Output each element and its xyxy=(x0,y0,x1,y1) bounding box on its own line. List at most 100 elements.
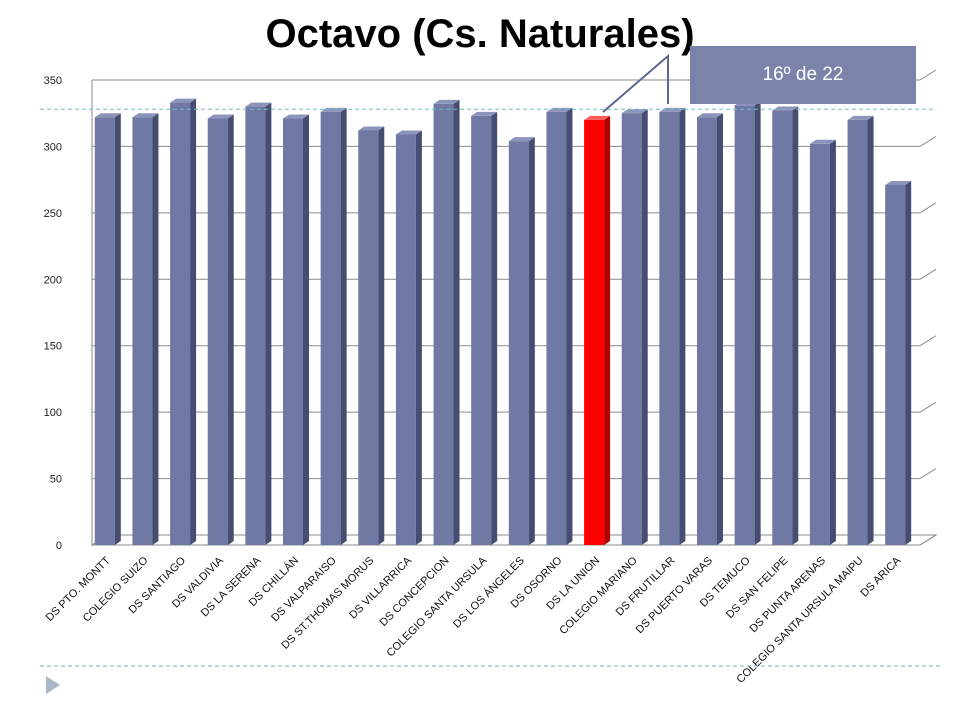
bar-front xyxy=(546,111,567,545)
bar-top xyxy=(358,126,385,131)
y-tick-label: 0 xyxy=(56,540,62,552)
bar xyxy=(885,180,912,545)
bar-side xyxy=(190,98,197,545)
bar-top xyxy=(809,139,836,144)
gridline-depth xyxy=(919,136,937,147)
bar-top xyxy=(395,130,422,135)
bar-top xyxy=(584,115,611,120)
bar xyxy=(508,137,535,545)
x-tick-label: COLEGIO SUIZO xyxy=(81,554,151,624)
bar xyxy=(772,106,799,546)
bar-side xyxy=(641,109,648,545)
bar-top xyxy=(697,113,723,118)
bar-front xyxy=(772,110,793,546)
y-axis: 0 50 100 150 200 250 300 350 xyxy=(44,75,938,552)
x-tick-label: DS ARICA xyxy=(859,554,904,599)
bar-front xyxy=(320,111,341,545)
bar xyxy=(170,98,197,545)
bars xyxy=(94,98,912,546)
bar-front xyxy=(358,130,379,545)
bar-side xyxy=(754,101,761,545)
bar-side xyxy=(378,126,385,545)
bar-top xyxy=(283,114,309,119)
bar-side xyxy=(491,111,498,545)
y-tick-label: 150 xyxy=(44,341,62,353)
y-tick-label: 300 xyxy=(44,141,62,153)
bar-front xyxy=(847,119,868,545)
callout-pointer xyxy=(602,53,669,113)
bar-front xyxy=(395,134,416,545)
bar xyxy=(245,102,272,546)
bar-top xyxy=(132,113,159,118)
bar-side xyxy=(227,114,234,546)
y-tick-label: 250 xyxy=(44,208,62,220)
gridline-depth xyxy=(919,202,937,214)
bar-side xyxy=(679,107,686,545)
y-tick-label: 50 xyxy=(50,474,62,486)
bar-front xyxy=(283,118,303,546)
y-tick-label: 350 xyxy=(44,75,62,87)
bar xyxy=(283,114,309,546)
bar xyxy=(94,113,121,545)
bar-front xyxy=(885,184,906,545)
rank-callout: 16º de 22 xyxy=(690,46,916,104)
bar-side xyxy=(528,137,535,545)
bar-top xyxy=(508,137,535,142)
bar-front xyxy=(508,141,529,545)
bar-top xyxy=(471,111,498,116)
bar-side xyxy=(303,114,309,546)
triangle-bullet-icon xyxy=(46,676,60,694)
bar-side xyxy=(265,102,272,546)
bar-top xyxy=(245,102,272,107)
bar-front xyxy=(621,113,642,545)
gridline-depth xyxy=(919,335,937,347)
bar xyxy=(320,107,347,545)
bar-front xyxy=(94,117,115,545)
bar-highlighted xyxy=(584,115,611,545)
bar-side xyxy=(829,139,836,545)
bar-side xyxy=(867,115,874,545)
bar xyxy=(207,114,234,546)
bar-top xyxy=(885,180,912,185)
bar xyxy=(395,130,422,545)
bar-front xyxy=(132,117,153,545)
gridline-depth xyxy=(919,69,937,81)
bar xyxy=(621,109,648,545)
bar-side xyxy=(340,107,347,545)
bar-front xyxy=(170,102,191,545)
y-tick-label: 100 xyxy=(44,407,62,419)
slide-title: Octavo (Cs. Naturales) xyxy=(265,12,695,56)
bar-front xyxy=(584,119,605,545)
y-tick-label: 200 xyxy=(44,274,62,286)
bar-front xyxy=(809,143,830,545)
bar-front xyxy=(734,105,755,545)
bar-front xyxy=(207,118,228,546)
bar-top xyxy=(433,99,460,104)
bar-front xyxy=(245,106,266,546)
bar xyxy=(471,111,498,545)
bar-side xyxy=(114,113,121,545)
gridline-depth xyxy=(919,401,937,413)
gridline-depth xyxy=(919,468,937,479)
bar-front xyxy=(471,115,492,545)
bar xyxy=(734,101,761,545)
bar xyxy=(132,113,159,545)
bar xyxy=(433,99,460,546)
bar-front xyxy=(659,111,680,545)
bar xyxy=(697,113,723,545)
bar-side xyxy=(792,106,799,546)
bar-top xyxy=(847,115,874,120)
bar-top xyxy=(170,98,197,103)
bar-side xyxy=(453,99,460,546)
bar xyxy=(358,126,385,545)
bar xyxy=(546,107,573,545)
bar xyxy=(809,139,836,545)
x-tick-label: DS LOS ÁNGELES xyxy=(450,554,527,631)
bar-side xyxy=(566,107,573,545)
bar xyxy=(847,115,874,545)
x-tick-label: DS PTO. MONTT xyxy=(44,554,113,623)
bar-side xyxy=(717,113,723,545)
bar-side xyxy=(415,130,422,545)
